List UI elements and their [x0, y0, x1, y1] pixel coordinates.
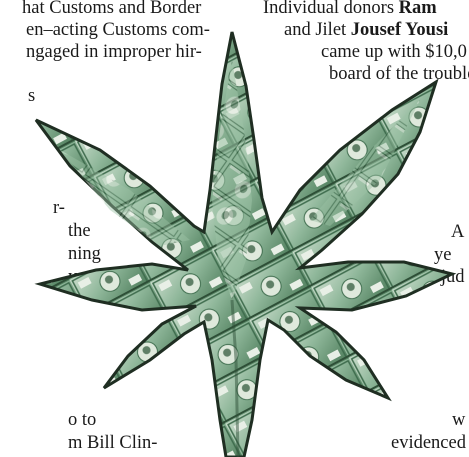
left-line-7: ning [68, 244, 101, 264]
right-line-1: Individual donors Ram [263, 0, 437, 19]
cannabis-leaf [34, 31, 457, 457]
left-line-1: hat Customs and Border [22, 0, 202, 18]
right-line-5: A [451, 222, 465, 242]
left-line-10: m Bill Clin- [68, 433, 158, 453]
leaf-left-lobe-overlay [60, 150, 190, 246]
left-line-4: s [28, 86, 36, 106]
leaf-overlay-bills [212, 60, 252, 300]
left-line-3: ngaged in improper hir- [26, 42, 202, 62]
right-line-4: board of the trouble [329, 64, 469, 84]
right-line-1-text: Individual donors [263, 0, 399, 18]
right-line-3: came up with $10,0 [321, 42, 467, 62]
right-line-2-text: and Jilet [284, 20, 351, 40]
leaf-right-lobe-overlay [310, 100, 420, 226]
right-line-2: and Jilet Jousef Yousi [284, 19, 448, 41]
left-line-9: o to [68, 410, 97, 430]
right-line-8: w [452, 410, 466, 430]
right-line-9: evidenced [391, 433, 466, 453]
right-line-6: ye [434, 245, 452, 265]
left-line-6: the [68, 221, 91, 241]
donor-name-jousef: Jousef Yousi [350, 20, 449, 40]
donor-name-ram: Ram [398, 0, 437, 18]
left-line-5: r- [53, 198, 65, 218]
leaf-stem [230, 299, 240, 457]
left-line-2: en–acting Customs com- [26, 20, 210, 40]
